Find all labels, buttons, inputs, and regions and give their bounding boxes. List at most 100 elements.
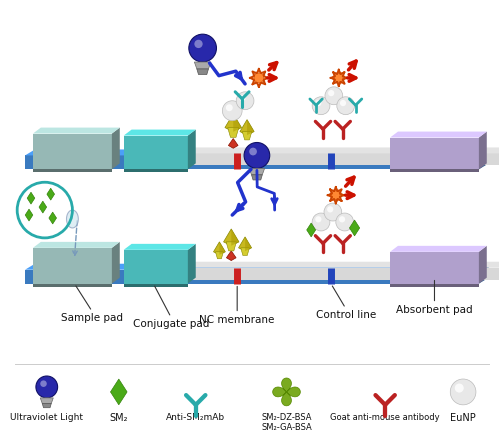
Text: Control line: Control line bbox=[316, 310, 376, 320]
Polygon shape bbox=[33, 169, 112, 172]
Polygon shape bbox=[188, 130, 196, 169]
Polygon shape bbox=[134, 148, 500, 153]
Polygon shape bbox=[242, 132, 252, 140]
Polygon shape bbox=[188, 244, 196, 284]
Polygon shape bbox=[350, 220, 360, 236]
Polygon shape bbox=[194, 62, 211, 69]
Polygon shape bbox=[390, 284, 479, 286]
Polygon shape bbox=[25, 156, 479, 169]
Circle shape bbox=[226, 104, 232, 111]
Circle shape bbox=[327, 206, 334, 213]
Polygon shape bbox=[39, 201, 46, 213]
Polygon shape bbox=[233, 114, 241, 132]
Polygon shape bbox=[240, 248, 250, 255]
Polygon shape bbox=[225, 114, 242, 132]
Polygon shape bbox=[112, 242, 120, 284]
Polygon shape bbox=[42, 404, 51, 408]
Polygon shape bbox=[390, 169, 479, 172]
Polygon shape bbox=[124, 244, 196, 250]
Polygon shape bbox=[245, 237, 252, 251]
Polygon shape bbox=[479, 246, 487, 284]
Polygon shape bbox=[25, 149, 488, 156]
Polygon shape bbox=[25, 209, 33, 221]
Circle shape bbox=[316, 100, 322, 106]
Polygon shape bbox=[124, 250, 188, 284]
Circle shape bbox=[240, 95, 246, 101]
Polygon shape bbox=[228, 128, 239, 137]
Circle shape bbox=[194, 40, 202, 48]
Polygon shape bbox=[272, 378, 300, 406]
Polygon shape bbox=[238, 237, 252, 251]
Circle shape bbox=[40, 381, 47, 387]
Polygon shape bbox=[197, 69, 208, 75]
Polygon shape bbox=[134, 262, 500, 268]
Polygon shape bbox=[110, 379, 127, 405]
Polygon shape bbox=[134, 153, 498, 165]
Circle shape bbox=[324, 203, 342, 221]
Circle shape bbox=[450, 379, 476, 405]
Polygon shape bbox=[390, 137, 479, 169]
Polygon shape bbox=[40, 398, 54, 404]
Circle shape bbox=[340, 100, 346, 106]
Polygon shape bbox=[220, 242, 226, 255]
Polygon shape bbox=[479, 149, 488, 169]
Circle shape bbox=[332, 191, 340, 200]
Circle shape bbox=[244, 142, 270, 168]
Polygon shape bbox=[124, 136, 188, 169]
Polygon shape bbox=[33, 248, 112, 284]
Polygon shape bbox=[228, 138, 238, 148]
Text: Absorbent pad: Absorbent pad bbox=[396, 305, 473, 316]
Circle shape bbox=[336, 213, 353, 231]
Circle shape bbox=[312, 213, 330, 231]
Text: EuNP: EuNP bbox=[450, 413, 476, 423]
Polygon shape bbox=[390, 246, 487, 252]
Polygon shape bbox=[0, 112, 4, 137]
Polygon shape bbox=[249, 168, 264, 175]
Circle shape bbox=[328, 90, 334, 96]
Circle shape bbox=[254, 73, 264, 83]
Circle shape bbox=[249, 148, 257, 156]
Polygon shape bbox=[390, 252, 479, 284]
Polygon shape bbox=[226, 251, 236, 260]
Polygon shape bbox=[33, 128, 120, 133]
Text: Goat anti-mouse antibody: Goat anti-mouse antibody bbox=[330, 413, 440, 422]
Circle shape bbox=[189, 34, 216, 62]
Polygon shape bbox=[112, 128, 120, 169]
Polygon shape bbox=[247, 120, 254, 135]
Text: NC membrane: NC membrane bbox=[200, 316, 275, 325]
Circle shape bbox=[334, 73, 343, 82]
Circle shape bbox=[36, 376, 58, 398]
Circle shape bbox=[316, 216, 322, 222]
Circle shape bbox=[236, 92, 254, 110]
Text: Anti-SM₂mAb: Anti-SM₂mAb bbox=[166, 413, 226, 422]
Polygon shape bbox=[25, 264, 488, 270]
Polygon shape bbox=[479, 264, 488, 284]
Polygon shape bbox=[124, 130, 196, 136]
Circle shape bbox=[455, 384, 464, 392]
Polygon shape bbox=[232, 229, 239, 246]
Circle shape bbox=[325, 87, 342, 105]
Polygon shape bbox=[252, 175, 262, 180]
Text: Conjugate pad: Conjugate pad bbox=[133, 320, 210, 329]
Polygon shape bbox=[224, 229, 239, 246]
Polygon shape bbox=[226, 242, 236, 251]
Polygon shape bbox=[216, 252, 224, 259]
Text: Ultraviolet Light: Ultraviolet Light bbox=[10, 413, 84, 422]
Circle shape bbox=[222, 101, 242, 121]
Polygon shape bbox=[134, 268, 498, 280]
Polygon shape bbox=[390, 132, 487, 137]
Polygon shape bbox=[306, 223, 316, 237]
Polygon shape bbox=[25, 270, 479, 284]
Polygon shape bbox=[47, 188, 54, 200]
Polygon shape bbox=[49, 212, 56, 224]
Circle shape bbox=[312, 97, 330, 114]
Polygon shape bbox=[240, 120, 254, 135]
Polygon shape bbox=[33, 242, 120, 248]
Polygon shape bbox=[214, 242, 226, 255]
Polygon shape bbox=[33, 133, 112, 169]
Polygon shape bbox=[124, 169, 188, 172]
Text: SM₂-DZ-BSA
SM₂-GA-BSA: SM₂-DZ-BSA SM₂-GA-BSA bbox=[261, 413, 312, 432]
Polygon shape bbox=[66, 210, 78, 228]
Circle shape bbox=[339, 216, 345, 222]
Polygon shape bbox=[33, 284, 112, 286]
